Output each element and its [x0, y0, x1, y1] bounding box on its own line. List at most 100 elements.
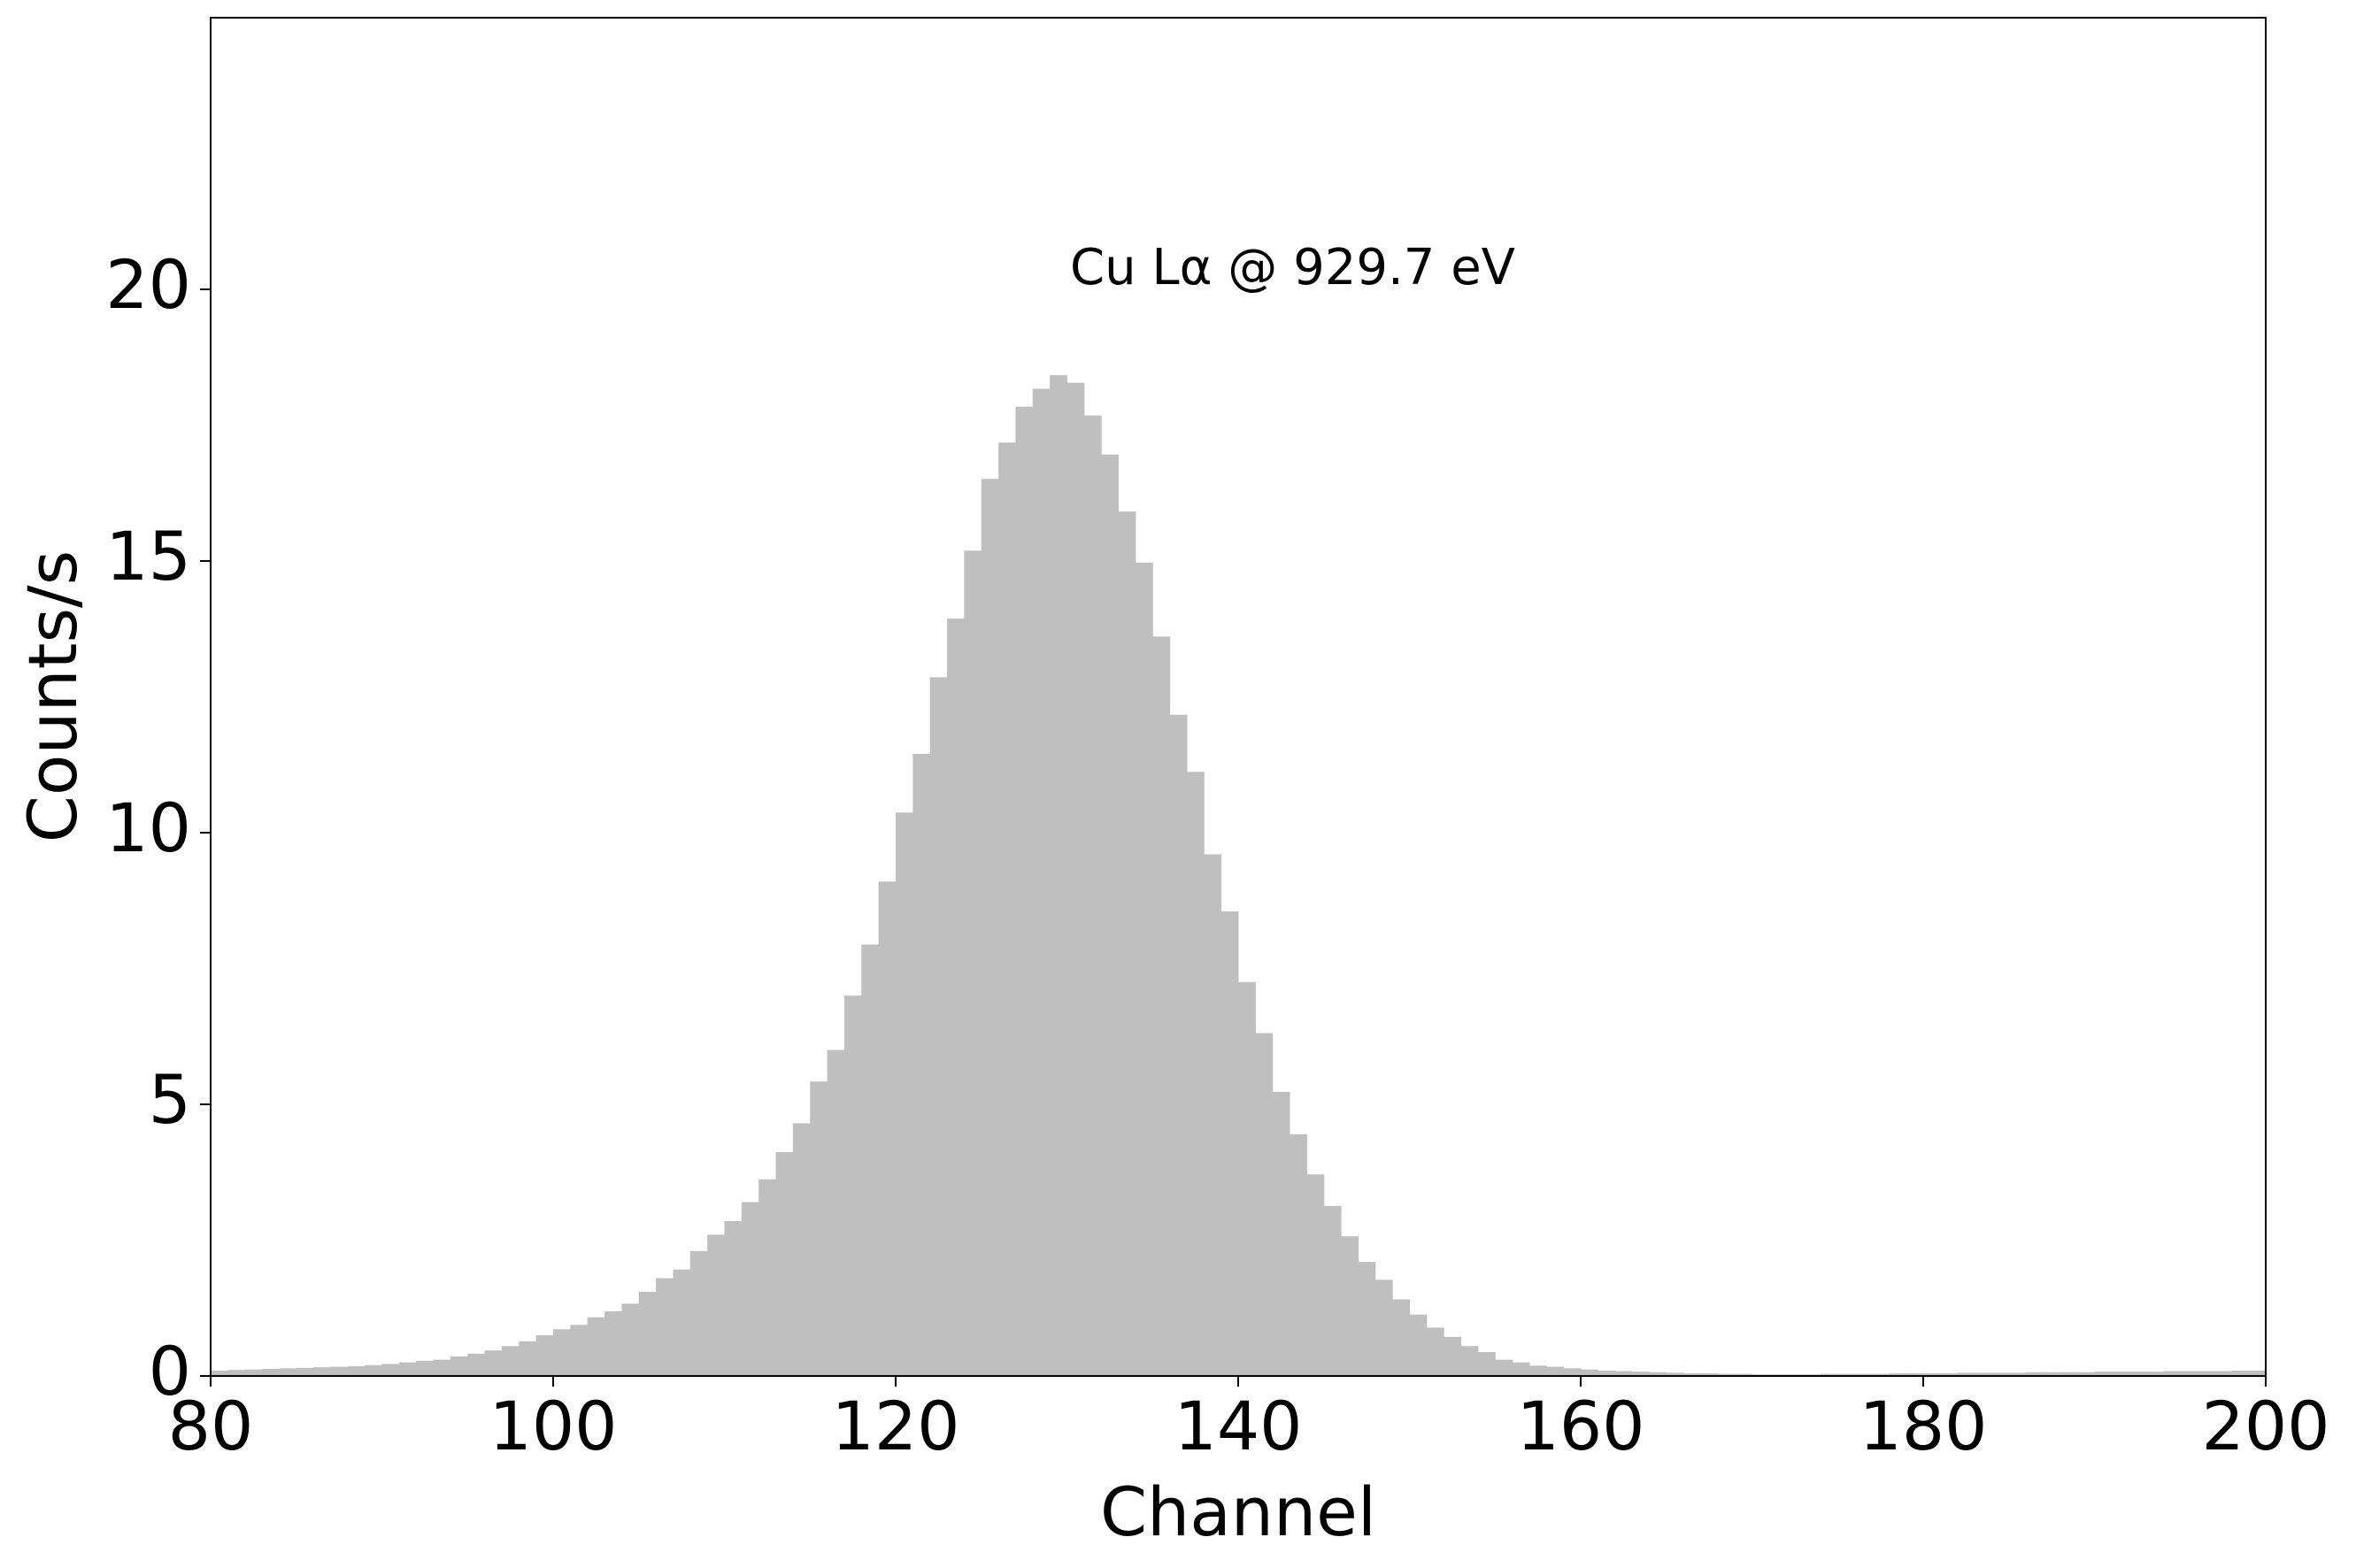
bar — [1444, 1336, 1462, 1376]
bar — [673, 1269, 691, 1376]
bar — [1238, 981, 1256, 1376]
bar — [262, 1369, 280, 1376]
bar — [1683, 1372, 1701, 1376]
bar — [1820, 1373, 1838, 1376]
bar — [1666, 1372, 1684, 1376]
bar — [1717, 1373, 1736, 1376]
bar — [1837, 1373, 1856, 1376]
bar — [896, 812, 913, 1376]
bar — [2129, 1372, 2147, 1376]
bar — [964, 550, 982, 1376]
bar — [501, 1346, 520, 1376]
bar — [775, 1152, 794, 1376]
bar — [2248, 1370, 2267, 1376]
bar — [2162, 1371, 2181, 1376]
bar — [279, 1368, 297, 1376]
bar — [878, 881, 897, 1376]
bar — [981, 479, 999, 1376]
bar — [1272, 1091, 1290, 1376]
bar — [2026, 1372, 2044, 1376]
bar — [1889, 1372, 1907, 1376]
bar — [381, 1364, 400, 1376]
bar — [2197, 1371, 2215, 1376]
x-tick-label: 120 — [831, 1387, 959, 1465]
bar — [1460, 1346, 1479, 1376]
bar — [1032, 388, 1051, 1376]
bar — [929, 677, 948, 1376]
bar — [211, 1370, 228, 1376]
plot-area — [211, 375, 2267, 1377]
bar — [296, 1367, 314, 1376]
bar — [1015, 406, 1034, 1376]
bar — [792, 1123, 811, 1376]
bar — [724, 1221, 743, 1376]
bar — [2231, 1370, 2250, 1376]
bar — [1341, 1236, 1359, 1376]
bar — [1374, 1280, 1393, 1376]
bar — [416, 1360, 435, 1376]
bar — [1495, 1359, 1513, 1376]
bar — [1083, 415, 1102, 1376]
bar — [227, 1370, 246, 1376]
bar — [535, 1334, 554, 1376]
bar — [1050, 375, 1067, 1377]
y-tick-label: 20 — [105, 245, 191, 324]
bar — [244, 1369, 263, 1376]
bar — [570, 1325, 589, 1376]
bar — [843, 995, 862, 1376]
x-tick-label: 180 — [1859, 1387, 1987, 1465]
bar — [587, 1317, 605, 1376]
bar — [1923, 1372, 1941, 1376]
x-tick-label: 80 — [168, 1387, 254, 1465]
annotation: Cu Lα @ 929.7 eV — [1070, 239, 1515, 296]
bar — [1871, 1373, 1890, 1376]
bar — [2145, 1372, 2164, 1376]
bar — [1614, 1371, 1633, 1376]
bar — [1957, 1372, 1975, 1376]
bar — [1135, 562, 1153, 1376]
bar — [2111, 1372, 2129, 1376]
bar — [998, 442, 1016, 1377]
bar — [1477, 1351, 1496, 1376]
bar — [1186, 772, 1205, 1376]
bar — [1426, 1327, 1444, 1376]
bar — [313, 1367, 331, 1376]
bar — [1066, 382, 1085, 1376]
bar — [621, 1303, 640, 1376]
bar — [467, 1353, 486, 1376]
x-tick-label: 100 — [489, 1387, 617, 1465]
y-tick-label: 10 — [105, 788, 191, 867]
x-tick-label: 140 — [1174, 1387, 1302, 1465]
bar — [1700, 1372, 1719, 1376]
bar — [1255, 1033, 1274, 1376]
bar — [861, 944, 880, 1376]
bar — [1409, 1314, 1428, 1376]
bar — [638, 1291, 657, 1376]
bar — [2077, 1372, 2095, 1376]
bar — [398, 1362, 417, 1376]
bar — [1323, 1205, 1342, 1376]
bar — [347, 1365, 366, 1376]
bar — [1512, 1362, 1530, 1376]
bar — [2008, 1372, 2027, 1376]
y-tick-label: 0 — [149, 1332, 191, 1410]
bar — [1546, 1366, 1565, 1376]
bar — [1632, 1372, 1650, 1376]
y-tick-label: 5 — [149, 1060, 191, 1139]
bar — [484, 1350, 503, 1376]
bar — [1906, 1372, 1924, 1376]
bar — [1392, 1299, 1410, 1376]
bar — [2043, 1372, 2061, 1376]
bar — [1306, 1174, 1325, 1376]
bar — [1940, 1372, 1959, 1376]
y-tick-label: 15 — [105, 517, 191, 596]
bar — [1101, 454, 1120, 1376]
bar — [2180, 1371, 2198, 1376]
x-axis-label: Channel — [1100, 1472, 1376, 1551]
bar — [1649, 1372, 1667, 1376]
bar — [1528, 1365, 1547, 1376]
bar — [2214, 1371, 2232, 1376]
bar — [1975, 1372, 1992, 1376]
